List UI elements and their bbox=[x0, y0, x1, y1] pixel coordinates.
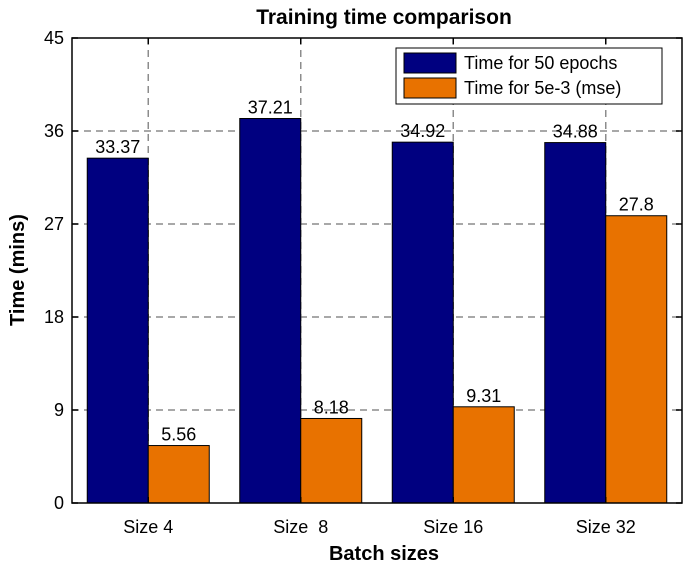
data-label: 9.31 bbox=[466, 386, 501, 406]
data-label: 34.88 bbox=[553, 122, 598, 142]
x-tick-label: Size 16 bbox=[423, 517, 483, 537]
legend: Time for 50 epochs Time for 5e-3 (mse) bbox=[395, 47, 663, 105]
bar bbox=[452, 406, 515, 504]
legend-label: Time for 50 epochs bbox=[464, 53, 617, 73]
data-label: 33.37 bbox=[95, 137, 140, 157]
data-label: 37.21 bbox=[248, 97, 293, 117]
data-label: 27.8 bbox=[619, 195, 654, 215]
data-label: 8.18 bbox=[314, 397, 349, 417]
bar bbox=[86, 157, 149, 504]
data-label: 5.56 bbox=[161, 425, 196, 445]
y-tick-label: 45 bbox=[44, 28, 64, 48]
legend-swatch bbox=[403, 77, 457, 99]
legend-label: Time for 5e-3 (mse) bbox=[464, 78, 621, 98]
x-axis: Size 4 Size 8 Size 16 Size 32 bbox=[123, 38, 636, 537]
x-axis-label: Batch sizes bbox=[329, 543, 439, 565]
x-tick-label: Size 8 bbox=[273, 517, 328, 537]
y-tick-label: 36 bbox=[44, 121, 64, 141]
x-tick-label: Size 4 bbox=[123, 517, 173, 537]
y-axis: 0 9 18 27 36 45 bbox=[44, 28, 682, 513]
y-tick-label: 27 bbox=[44, 214, 64, 234]
data-label: 34.92 bbox=[400, 121, 445, 141]
y-axis-label: Time (mins) bbox=[7, 214, 29, 326]
legend-swatch bbox=[403, 52, 457, 74]
x-tick-label: Size 32 bbox=[576, 517, 636, 537]
chart-title: Training time comparison bbox=[256, 6, 512, 29]
y-tick-label: 18 bbox=[44, 307, 64, 327]
bar bbox=[239, 117, 302, 504]
plot-frame bbox=[71, 37, 683, 504]
y-tick-label: 0 bbox=[54, 493, 64, 513]
bar bbox=[391, 141, 454, 504]
bar bbox=[147, 445, 210, 504]
bars: 33.37 37.21 34.92 34.88 5.56 8.18 9.31 27.8 bbox=[86, 97, 668, 504]
y-tick-label: 9 bbox=[54, 400, 64, 420]
bar bbox=[300, 417, 363, 504]
bar bbox=[605, 215, 668, 504]
bar bbox=[544, 142, 607, 504]
